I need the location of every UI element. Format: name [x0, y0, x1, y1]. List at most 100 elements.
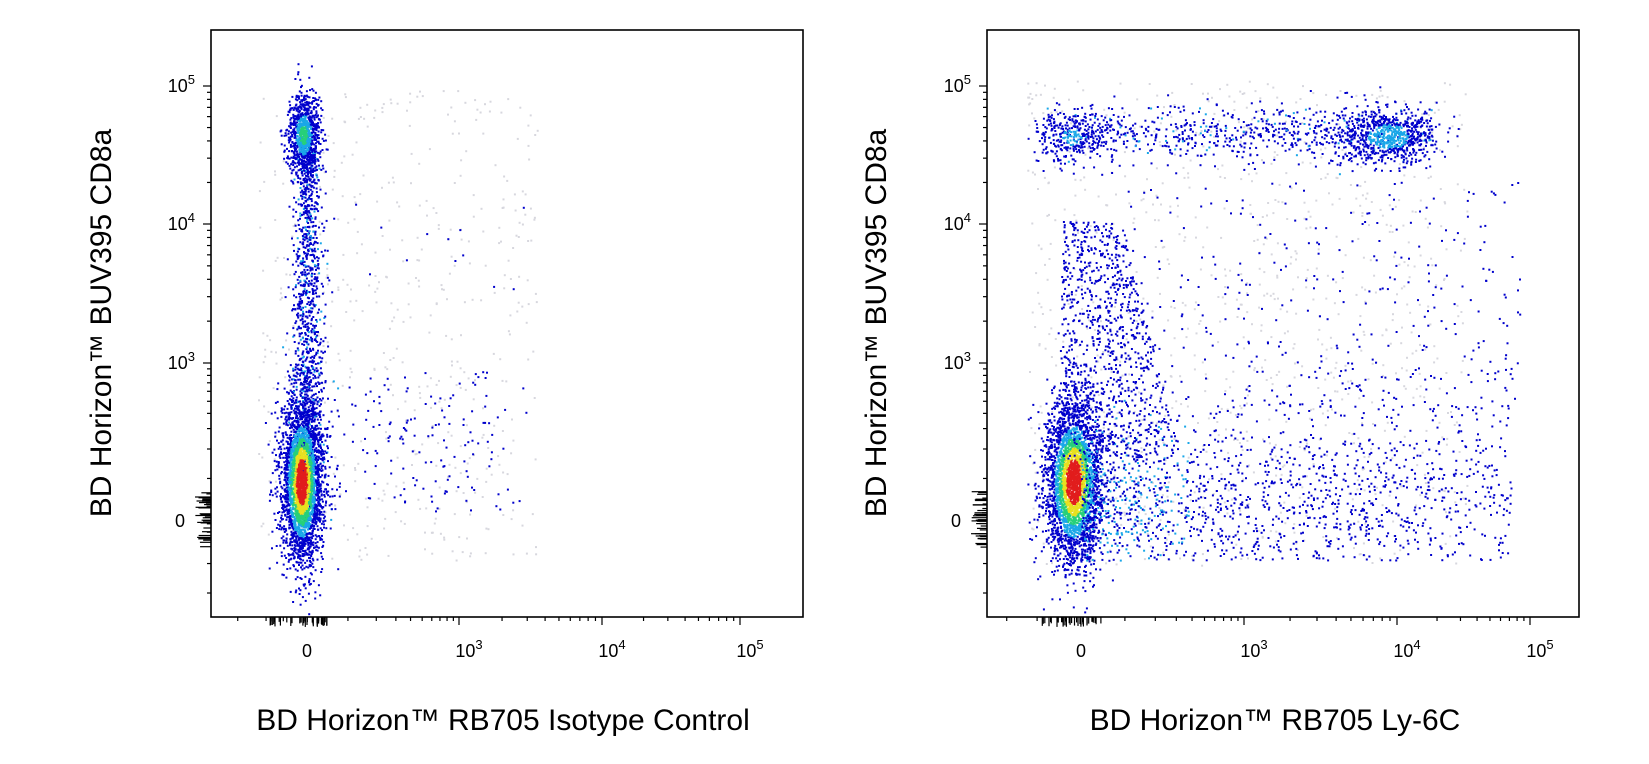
data-point [280, 453, 283, 456]
data-point [306, 382, 309, 385]
data-point [287, 465, 290, 468]
data-point [309, 310, 312, 313]
data-point [299, 557, 301, 560]
data-point [464, 101, 467, 104]
data-point [352, 527, 355, 530]
data-point [322, 461, 325, 464]
data-point [364, 547, 367, 549]
data-point [310, 473, 313, 475]
data-point [278, 466, 281, 469]
data-point [288, 205, 291, 208]
data-point [306, 338, 309, 341]
data-point [517, 236, 520, 238]
data-point [313, 210, 316, 213]
data-point [284, 418, 287, 421]
data-point [317, 501, 320, 504]
data-point [295, 253, 298, 256]
data-point [342, 253, 345, 256]
data-point [292, 374, 295, 377]
data-point [321, 507, 324, 510]
data-point [299, 298, 302, 300]
data-point [313, 254, 316, 257]
data-point [300, 204, 303, 207]
data-point [425, 507, 428, 510]
data-point [317, 210, 320, 213]
data-point [310, 310, 313, 313]
data-point [311, 465, 314, 468]
data-point [311, 433, 314, 436]
data-point [383, 493, 386, 496]
data-point [312, 399, 315, 401]
data-point [307, 187, 310, 190]
data-point [320, 399, 323, 402]
data-point [301, 197, 304, 200]
data-point [330, 508, 333, 511]
data-point [309, 247, 312, 250]
data-point [416, 236, 419, 239]
data-point [418, 285, 421, 288]
data-point [319, 416, 322, 418]
data-point [309, 198, 312, 200]
data-point [314, 454, 317, 457]
data-point [263, 405, 266, 408]
data-point [313, 546, 315, 549]
data-point [498, 242, 501, 245]
data-point [320, 555, 323, 558]
data-point [316, 341, 319, 343]
data-point [312, 450, 315, 453]
data-point [309, 404, 312, 407]
data-point [306, 323, 309, 326]
data-point [302, 310, 304, 313]
data-point [325, 492, 328, 495]
data-point [295, 560, 298, 563]
data-point [296, 438, 299, 441]
data-point [482, 132, 485, 135]
data-point [287, 553, 290, 555]
data-point [396, 102, 399, 105]
data-point [459, 367, 462, 370]
data-point [313, 208, 316, 211]
data-point [360, 440, 363, 443]
data-point [457, 90, 460, 93]
data-point [518, 221, 521, 224]
data-point [339, 493, 342, 496]
data-point [319, 538, 322, 541]
data-point [299, 314, 302, 317]
data-point [448, 272, 451, 275]
data-point [304, 340, 307, 343]
data-point [498, 226, 501, 229]
data-point [322, 254, 325, 257]
data-point [286, 400, 289, 402]
data-point [308, 613, 311, 616]
data-point [292, 367, 295, 370]
data-point [298, 425, 300, 428]
data-point [263, 180, 266, 183]
data-point [295, 284, 297, 287]
data-point [329, 495, 332, 498]
data-point [320, 310, 323, 313]
data-point [282, 563, 285, 566]
data-point [304, 587, 307, 590]
data-point [356, 252, 359, 255]
data-point [301, 337, 304, 340]
data-point [305, 377, 307, 380]
data-point [304, 365, 307, 368]
data-point [319, 537, 322, 540]
data-point [292, 385, 295, 388]
data-point [319, 517, 322, 520]
data-point [299, 443, 302, 446]
data-point [303, 554, 306, 557]
data-point [292, 215, 295, 218]
data-point [374, 290, 377, 293]
data-point [302, 407, 305, 410]
data-point [293, 402, 296, 405]
data-point [283, 489, 286, 491]
data-point [301, 262, 304, 265]
data-point [299, 577, 302, 579]
data-point [312, 504, 315, 507]
data-point [312, 174, 314, 177]
data-point [308, 211, 311, 214]
data-point [301, 568, 304, 571]
data-point [323, 317, 326, 319]
data-point [306, 486, 309, 489]
